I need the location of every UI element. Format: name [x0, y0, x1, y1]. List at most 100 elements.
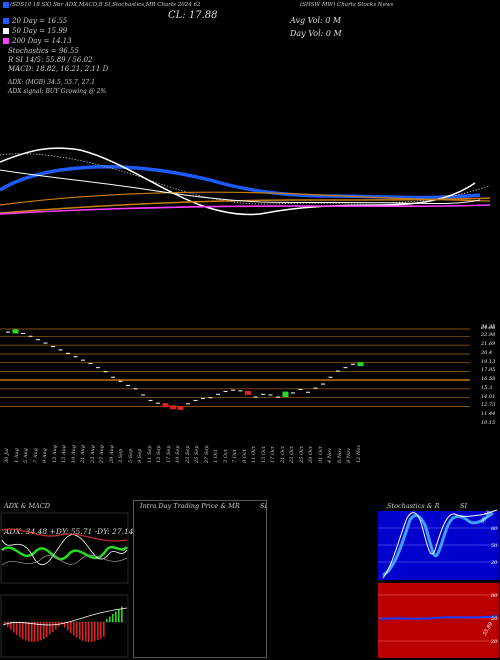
date-label: 23 Aug — [89, 445, 96, 463]
stoch-plot — [378, 509, 499, 658]
price-scale-label: 24.25 — [481, 323, 496, 330]
adx-panel-title: ADX & MACD — [4, 502, 50, 510]
candlestick-chart — [0, 328, 470, 410]
macd-label: MACD: 18.82, 16.21, 2.11 D — [8, 65, 109, 73]
date-label: 11 Oct — [251, 446, 257, 463]
intraday-title: Intra Day Trading Price & MR — [140, 502, 240, 510]
date-label: 21 Oct — [279, 446, 286, 463]
macd-bar — [49, 622, 51, 635]
price-scale-label: 21.69 — [481, 341, 496, 348]
ema200-label: 200 Day = 14.13 — [12, 37, 72, 45]
macd-bar — [31, 622, 33, 642]
ema200-line — [0, 204, 491, 215]
date-label: 19 Aug — [70, 445, 77, 463]
stoch-label: Stochastics = 96.55 — [8, 47, 79, 55]
stoch-si: SI — [460, 502, 468, 510]
ema50-swatch — [3, 28, 9, 34]
moving-average-chart — [0, 147, 491, 216]
price-scale-label: 24.06 — [481, 325, 496, 331]
macd-bar — [100, 622, 102, 639]
stoch-scale-50: 50 — [491, 543, 498, 549]
macd-line — [2, 607, 128, 626]
macd-bar — [79, 622, 81, 640]
macd-bar — [70, 622, 72, 634]
candle — [12, 329, 19, 334]
orange-line-2 — [0, 191, 491, 206]
candle — [162, 403, 169, 408]
ema20-label: 20 Day = 16.55 — [12, 17, 68, 25]
cl-label: CL: 17.88 — [168, 10, 218, 21]
stoch-rsi-panel: Stochastics & R SI 80 50 20 96.55 80 50 … — [375, 500, 500, 660]
date-label: 17 Oct — [270, 446, 276, 463]
date-label: 27 Sep — [203, 445, 210, 463]
date-label: 19 Sep — [175, 445, 181, 463]
macd-bar — [103, 622, 105, 637]
adx-signal-label: ADX signal: BUY Growing @ 2% — [8, 88, 107, 95]
date-label: 9 Oct — [241, 449, 248, 463]
date-label: 3 Sep — [118, 448, 124, 463]
macd-bar — [112, 614, 114, 622]
date-label: 5 Aug — [23, 448, 29, 463]
macd-bar — [52, 622, 54, 633]
date-label: 23 Sep — [184, 445, 191, 463]
macd-bar — [94, 622, 96, 642]
date-label: 5 Sep — [127, 448, 134, 463]
price-scale-label: 19.13 — [481, 358, 496, 365]
date-label: 23 Oct — [289, 446, 295, 463]
macd-bar — [13, 622, 15, 633]
rsi-scale-80: 80 — [491, 593, 498, 599]
date-label: 30 Jul — [4, 448, 10, 463]
date-label: 7 Aug — [32, 448, 39, 463]
rsi-scale-20: 20 — [491, 639, 498, 645]
price-scale-label: 15.3 — [481, 384, 493, 391]
macd-bar — [64, 622, 66, 628]
macd-bar — [85, 622, 87, 642]
macd-bar — [28, 622, 30, 642]
header-top-line: (SDS10 18 SX) Sbr ADX,MACD,B SI,Stochast… — [10, 2, 201, 8]
ema200-swatch — [3, 38, 9, 44]
candle — [170, 405, 176, 410]
date-label: 4 Nov — [327, 448, 333, 463]
rsi-scale-50: 50 — [491, 616, 498, 622]
date-label: 6 Nov — [336, 448, 343, 463]
price-scale-label: 16.58 — [481, 376, 496, 383]
macd-bar — [4, 622, 6, 624]
ema50-label: 50 Day = 15.99 — [12, 27, 68, 35]
macd-bar — [34, 622, 36, 642]
date-label: 17 Sep — [165, 445, 172, 463]
macd-bar — [10, 622, 12, 630]
macd-bar — [55, 622, 57, 630]
macd-bar — [19, 622, 21, 638]
macd-bar — [91, 622, 93, 642]
macd-bar — [118, 609, 120, 622]
macd-bar — [97, 622, 99, 641]
date-label: 15 Aug — [61, 445, 67, 463]
rsi-label: R SI 14/5: 55.89 / 56.02 — [8, 56, 93, 64]
date-label: 1 Oct — [213, 449, 219, 463]
macd-bar — [121, 606, 123, 622]
macd-bar — [7, 622, 9, 627]
macd-histogram — [2, 606, 128, 642]
macd-bar — [16, 622, 18, 636]
macd-bar — [76, 622, 78, 638]
price-scale-label: 12.73 — [481, 402, 496, 409]
white-line-2 — [0, 169, 481, 205]
date-label: 25 Oct — [298, 446, 305, 463]
macd-bar — [109, 616, 111, 622]
ema50-line — [0, 147, 476, 216]
date-label: 3 Oct — [222, 449, 229, 463]
date-label: 27 Aug — [99, 445, 105, 463]
macd-bar — [88, 622, 90, 642]
date-label: 1 Aug — [13, 448, 20, 463]
macd-bar — [40, 622, 42, 641]
day-vol: Day Vol: 0 M — [290, 29, 342, 38]
date-label: 15 Oct — [260, 446, 267, 463]
macd-bar — [73, 622, 75, 636]
candle — [177, 405, 184, 410]
date-label: 12 Nov — [355, 444, 362, 463]
intraday-si: SI — [260, 502, 268, 510]
stoch-scale-20: 20 — [491, 560, 498, 566]
candle — [282, 391, 289, 398]
price-scale-label: 17.85 — [481, 367, 496, 374]
ema20-swatch — [3, 18, 9, 24]
